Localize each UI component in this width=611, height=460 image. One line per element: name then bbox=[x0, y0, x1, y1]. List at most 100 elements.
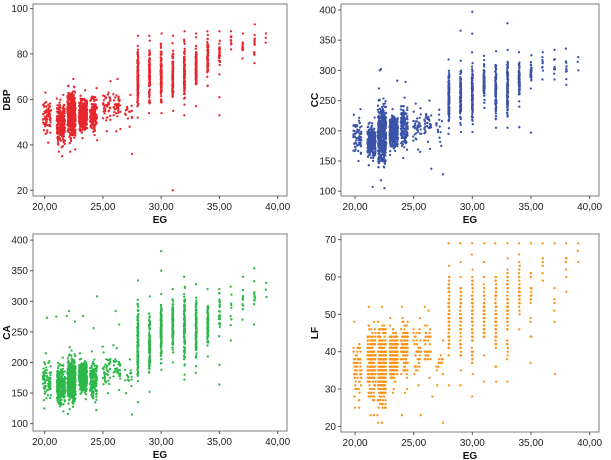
data-point bbox=[494, 117, 497, 120]
data-point bbox=[160, 57, 163, 61]
data-point bbox=[355, 124, 359, 127]
data-point bbox=[84, 100, 87, 103]
data-point bbox=[381, 112, 385, 115]
data-point bbox=[59, 385, 62, 388]
data-point bbox=[148, 102, 151, 105]
data-point bbox=[71, 405, 75, 408]
data-point bbox=[66, 108, 69, 111]
data-point bbox=[42, 371, 45, 375]
data-point bbox=[44, 110, 47, 113]
data-point bbox=[413, 127, 417, 130]
data-point bbox=[406, 125, 409, 128]
data-point bbox=[471, 130, 474, 134]
data-point bbox=[66, 97, 69, 100]
data-point bbox=[194, 105, 198, 108]
x-axis-title: EG bbox=[463, 215, 478, 226]
data-point bbox=[413, 133, 416, 136]
data-point bbox=[530, 54, 533, 57]
data-point bbox=[183, 103, 186, 106]
data-point bbox=[367, 137, 370, 140]
data-point bbox=[565, 67, 568, 71]
data-point bbox=[160, 88, 163, 92]
data-point bbox=[518, 88, 521, 91]
data-point bbox=[379, 156, 382, 160]
data-point bbox=[73, 360, 76, 363]
data-point bbox=[66, 412, 70, 416]
data-point bbox=[194, 60, 198, 63]
y-tick-label: 80 bbox=[17, 49, 29, 60]
data-point bbox=[218, 96, 221, 99]
data-point bbox=[428, 147, 432, 151]
data-point bbox=[229, 30, 233, 33]
data-point bbox=[382, 156, 385, 160]
data-point bbox=[357, 119, 361, 122]
data-point bbox=[377, 120, 380, 124]
data-point bbox=[415, 138, 418, 141]
data-point bbox=[63, 126, 66, 129]
data-point bbox=[49, 385, 52, 388]
data-point bbox=[101, 117, 105, 120]
data-point bbox=[79, 103, 82, 106]
data-point bbox=[355, 139, 358, 142]
data-point bbox=[89, 99, 92, 102]
data-point bbox=[70, 115, 73, 119]
data-point bbox=[67, 113, 70, 116]
data-point bbox=[471, 70, 474, 73]
data-point bbox=[418, 150, 422, 154]
data-point bbox=[382, 104, 385, 108]
data-point bbox=[183, 114, 186, 117]
data-point bbox=[438, 136, 441, 139]
data-point bbox=[447, 88, 451, 92]
data-point bbox=[382, 131, 385, 134]
data-point bbox=[371, 153, 375, 156]
data-point bbox=[416, 128, 419, 131]
data-point bbox=[384, 149, 387, 152]
data-point bbox=[95, 116, 98, 119]
data-point bbox=[541, 69, 545, 72]
data-point bbox=[104, 108, 107, 111]
data-point bbox=[382, 102, 385, 106]
data-point bbox=[396, 137, 399, 140]
data-point bbox=[72, 372, 76, 376]
data-point bbox=[412, 135, 415, 138]
data-point bbox=[517, 62, 521, 66]
data-point bbox=[67, 84, 70, 87]
data-point bbox=[367, 164, 370, 167]
data-point bbox=[67, 92, 70, 95]
data-point bbox=[171, 57, 174, 60]
data-point bbox=[264, 41, 267, 44]
data-point bbox=[56, 124, 59, 127]
data-point bbox=[183, 57, 186, 60]
data-point bbox=[440, 119, 444, 123]
data-point bbox=[47, 361, 50, 365]
data-point bbox=[576, 60, 579, 64]
data-point bbox=[405, 127, 408, 130]
data-point bbox=[171, 189, 174, 192]
data-point bbox=[403, 96, 406, 99]
data-point bbox=[517, 51, 521, 54]
data-point bbox=[128, 125, 131, 128]
data-point bbox=[126, 117, 130, 120]
data-point bbox=[529, 87, 532, 90]
data-point bbox=[56, 139, 60, 143]
data-point bbox=[71, 369, 74, 372]
data-point bbox=[59, 130, 62, 133]
data-point bbox=[435, 122, 438, 125]
data-point bbox=[402, 105, 405, 108]
data-point bbox=[459, 99, 463, 103]
data-point bbox=[71, 102, 74, 106]
data-point bbox=[58, 137, 62, 140]
data-point bbox=[61, 367, 64, 370]
data-point bbox=[494, 94, 497, 97]
data-point bbox=[137, 84, 140, 88]
data-point bbox=[482, 72, 485, 76]
data-point bbox=[413, 124, 417, 127]
data-point bbox=[67, 382, 70, 386]
data-point bbox=[405, 121, 408, 124]
data-point bbox=[384, 137, 387, 140]
data-point bbox=[447, 94, 450, 98]
data-point bbox=[71, 90, 75, 93]
data-point bbox=[439, 140, 442, 144]
data-point bbox=[494, 81, 497, 84]
